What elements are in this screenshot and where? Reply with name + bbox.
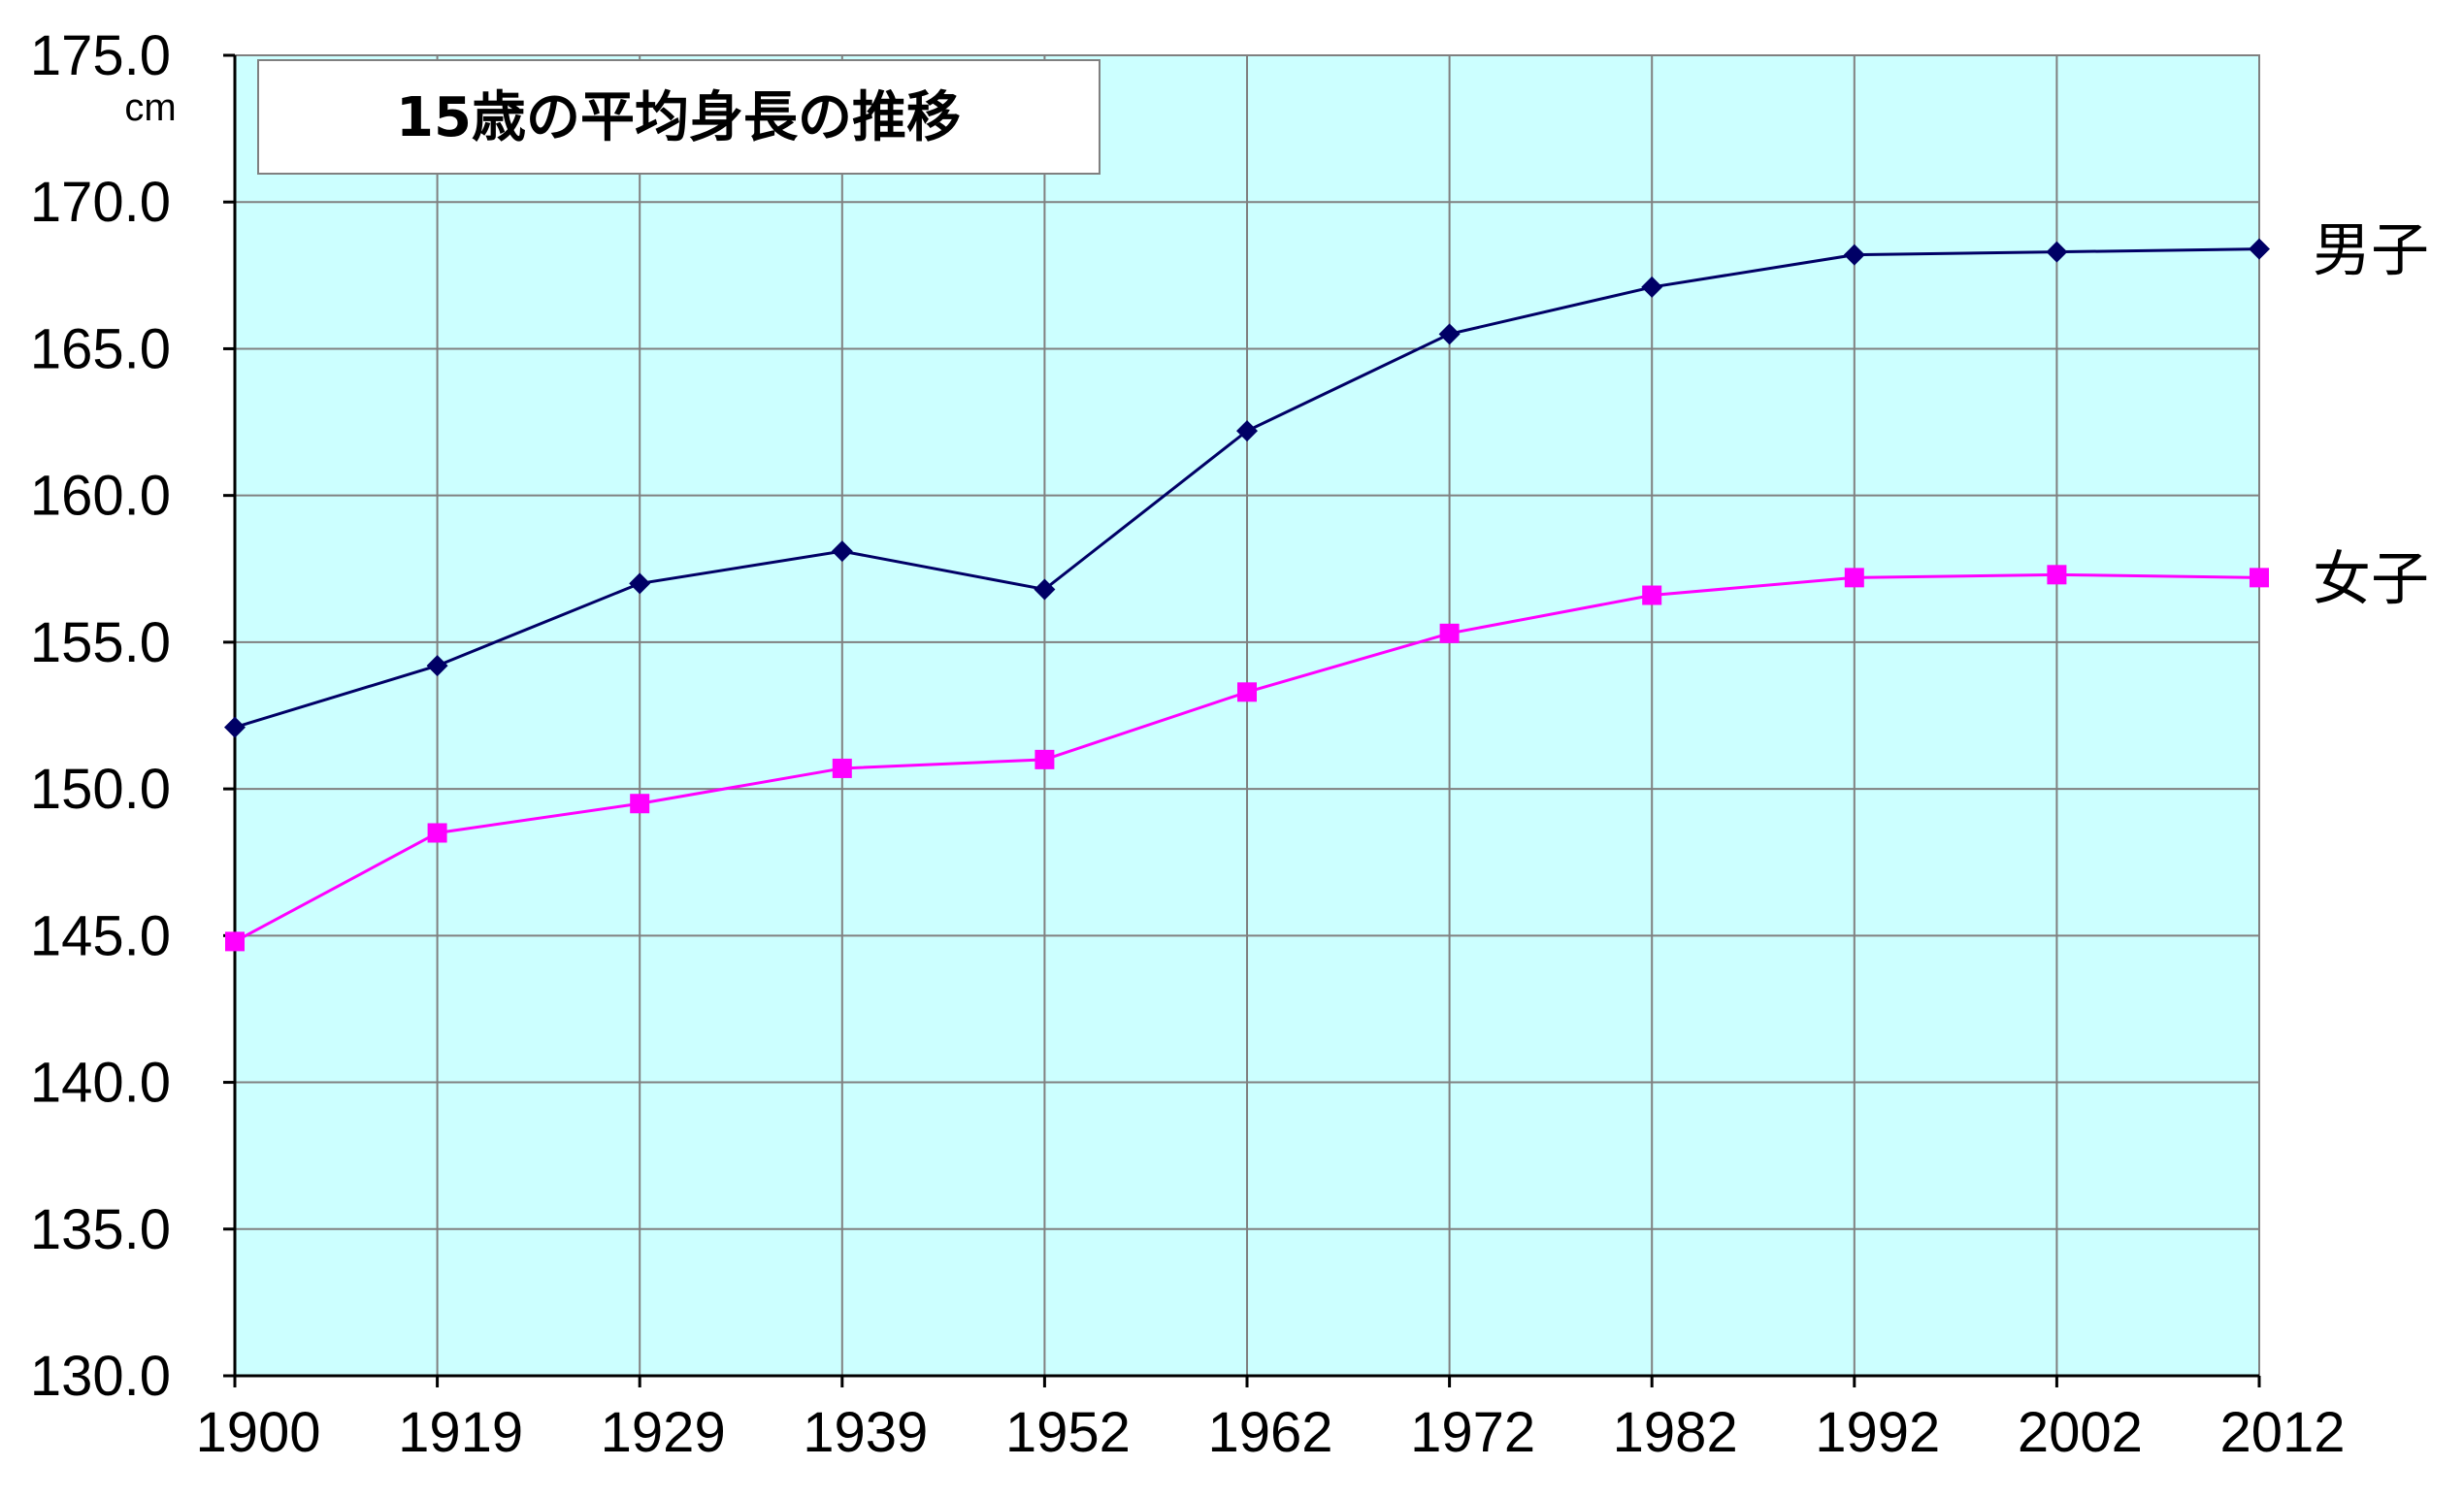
y-tick-label: 160.0 (30, 465, 171, 528)
data-point (1843, 244, 1865, 266)
data-point (426, 655, 448, 677)
y-tick-labels: 130.0 135.0 140.0 145.0 150.0 155.0 160.0 165.0… (30, 24, 235, 1408)
y-tick-label: 165.0 (30, 317, 171, 380)
x-tick-label: 1919 (398, 1401, 523, 1464)
data-point (1438, 323, 1461, 345)
y-tick-label: 150.0 (30, 758, 171, 821)
y-tick-label: 130.0 (30, 1345, 171, 1408)
data-point (1237, 682, 1257, 702)
y-tick-label: 140.0 (30, 1052, 171, 1115)
series-2 (225, 565, 2269, 952)
data-point (1439, 623, 1460, 643)
x-tick-label: 2012 (2219, 1401, 2345, 1464)
data-point (1641, 276, 1663, 298)
series-label: 男子 (2313, 217, 2429, 285)
data-point (1034, 578, 1056, 601)
series-label: 女子 (2313, 545, 2429, 613)
x-tick-label: 2002 (2018, 1401, 2143, 1464)
grid-lines (235, 55, 2259, 1376)
data-point (831, 540, 853, 563)
data-point (629, 572, 651, 595)
data-point (1844, 568, 1864, 588)
x-tick-label: 1982 (1613, 1401, 1738, 1464)
x-tick-label: 1900 (195, 1401, 320, 1464)
data-point (630, 794, 650, 814)
data-point (1642, 585, 1662, 605)
x-tick-label: 1939 (803, 1401, 928, 1464)
x-tick-label: 1952 (1005, 1401, 1131, 1464)
y-tick-label: 135.0 (30, 1198, 171, 1261)
chart-title: 15歳の平均身長の推移 (396, 86, 961, 149)
x-tick-label: 1992 (1815, 1401, 1940, 1464)
data-point (1236, 420, 1258, 442)
x-tick-label: 1929 (601, 1401, 726, 1464)
data-point (1035, 749, 1055, 769)
data-point (224, 716, 246, 738)
x-tick-labels: 1900 1919 1929 1939 1952 1962 1972 1982 1992 2002… (195, 1376, 2346, 1464)
y-unit-label: cm (124, 86, 176, 129)
data-point (2250, 568, 2269, 588)
data-point (2047, 565, 2067, 585)
series-1 (224, 238, 2270, 738)
data-point (225, 931, 245, 952)
x-tick-label: 1962 (1207, 1401, 1332, 1464)
data-point (832, 758, 852, 778)
y-tick-label: 175.0 (30, 24, 171, 87)
y-tick-label: 170.0 (30, 171, 171, 234)
chart-title-box: 15歳の平均身長の推移 (257, 59, 1101, 175)
data-point (2249, 238, 2270, 260)
y-tick-label: 145.0 (30, 904, 171, 967)
data-point (2046, 241, 2068, 263)
x-tick-label: 1972 (1410, 1401, 1535, 1464)
y-tick-label: 155.0 (30, 611, 171, 674)
data-point (427, 823, 447, 843)
series-layer (224, 238, 2270, 952)
